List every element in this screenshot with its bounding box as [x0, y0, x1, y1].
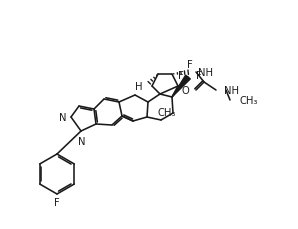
Text: F: F [196, 71, 202, 81]
Text: H: H [134, 82, 142, 92]
Text: F: F [54, 197, 60, 207]
Text: F: F [187, 60, 193, 70]
Text: CH₃: CH₃ [240, 95, 258, 106]
Text: F: F [178, 71, 184, 81]
Polygon shape [172, 76, 190, 98]
Text: N: N [58, 112, 66, 123]
Text: NH: NH [198, 68, 213, 78]
Text: NH: NH [224, 86, 239, 95]
Text: CH₃: CH₃ [157, 108, 176, 117]
Text: N: N [78, 136, 86, 146]
Text: O: O [181, 86, 189, 95]
